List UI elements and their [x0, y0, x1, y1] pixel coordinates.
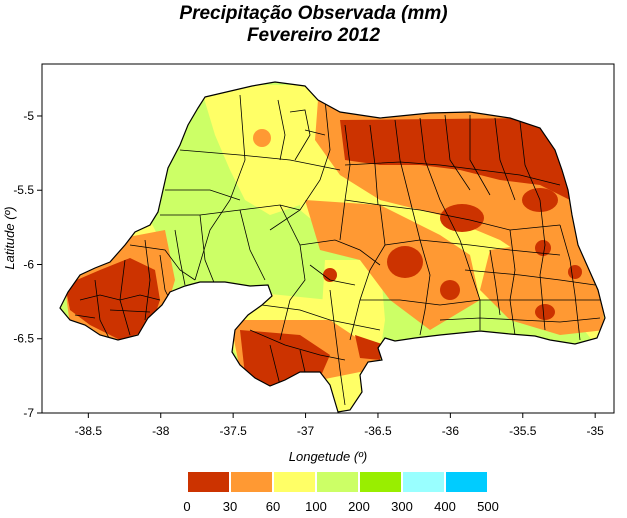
legend-color-bar [188, 472, 489, 492]
x-tick-label: -38 [152, 424, 170, 438]
x-tick-label: -37 [297, 424, 315, 438]
map-subtitle: Fevereiro 2012 [246, 25, 381, 46]
legend-label: 30 [222, 499, 238, 514]
x-axis-title: Longetude (º) [289, 449, 367, 464]
x-axis: -38.5 -38 -37.5 -37 -36.5 -36 -35.5 -35 [75, 413, 605, 438]
legend-label: 0 [183, 499, 191, 514]
y-tick-label: -5.5 [13, 183, 34, 197]
legend-swatch [446, 472, 487, 492]
legend-label: 100 [305, 499, 327, 514]
y-tick-label: -6.5 [13, 332, 34, 346]
legend-label: 200 [348, 499, 370, 514]
legend-label: 300 [391, 499, 413, 514]
legend-label: 500 [477, 499, 499, 514]
x-tick-label: -36.5 [364, 424, 392, 438]
y-axis: -5 -5.5 -6 -6.5 -7 [13, 109, 42, 420]
legend-swatch [317, 472, 358, 492]
legend-swatch [231, 472, 272, 492]
y-tick-label: -6 [23, 257, 34, 271]
precipitation-fill [60, 82, 605, 412]
legend-swatch [360, 472, 401, 492]
plot-frame [41, 63, 615, 414]
x-tick-label: -35 [587, 424, 605, 438]
legend-swatch [403, 472, 444, 492]
municipality-boundaries [74, 94, 601, 406]
map-title: Precipitação Observada (mm) [179, 3, 448, 24]
legend-swatch [274, 472, 315, 492]
legend-label: 400 [434, 499, 456, 514]
legend-swatch [188, 472, 229, 492]
y-tick-label: -5 [23, 109, 34, 123]
legend-label: 60 [265, 499, 281, 514]
x-tick-label: -36 [442, 424, 460, 438]
x-tick-label: -38.5 [75, 424, 103, 438]
x-tick-label: -37.5 [219, 424, 247, 438]
precipitation-map: -38.5 -38 -37.5 -37 -36.5 -36 -35.5 -35 -5-5.5-… [2, 63, 615, 464]
y-tick-label: -7 [23, 406, 34, 420]
x-tick-label: -35.5 [509, 424, 537, 438]
y-axis-title: Latitude (º) [2, 206, 17, 269]
